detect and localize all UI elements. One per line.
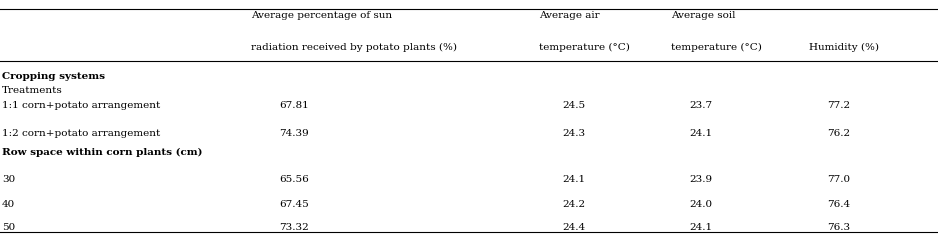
Text: Average air: Average air [539,11,600,20]
Text: Humidity (%): Humidity (%) [809,43,879,52]
Text: 67.45: 67.45 [280,200,310,209]
Text: 76.3: 76.3 [827,223,851,232]
Text: 23.7: 23.7 [689,101,713,110]
Text: 77.2: 77.2 [827,101,851,110]
Text: Cropping systems: Cropping systems [2,72,105,81]
Text: 24.1: 24.1 [689,223,713,232]
Text: 76.4: 76.4 [827,200,851,209]
Text: temperature (°C): temperature (°C) [539,43,630,52]
Text: 65.56: 65.56 [280,175,310,184]
Text: 24.2: 24.2 [563,200,586,209]
Text: Row space within corn plants (cm): Row space within corn plants (cm) [2,148,203,157]
Text: 23.9: 23.9 [689,175,713,184]
Text: 50: 50 [2,223,15,232]
Text: Average percentage of sun: Average percentage of sun [251,11,392,20]
Text: 1:2 corn+potato arrangement: 1:2 corn+potato arrangement [2,129,160,138]
Text: 24.5: 24.5 [563,101,586,110]
Text: radiation received by potato plants (%): radiation received by potato plants (%) [251,43,458,52]
Text: 67.81: 67.81 [280,101,310,110]
Text: 73.32: 73.32 [280,223,310,232]
Text: 24.1: 24.1 [689,129,713,138]
Text: 24.4: 24.4 [563,223,586,232]
Text: Treatments: Treatments [2,86,63,95]
Text: 1:1 corn+potato arrangement: 1:1 corn+potato arrangement [2,101,160,110]
Text: 76.2: 76.2 [827,129,851,138]
Text: 24.0: 24.0 [689,200,713,209]
Text: 30: 30 [2,175,15,184]
Text: 77.0: 77.0 [827,175,851,184]
Text: temperature (°C): temperature (°C) [671,43,762,52]
Text: 24.3: 24.3 [563,129,586,138]
Text: 24.1: 24.1 [563,175,586,184]
Text: Average soil: Average soil [671,11,735,20]
Text: 40: 40 [2,200,15,209]
Text: 74.39: 74.39 [280,129,310,138]
